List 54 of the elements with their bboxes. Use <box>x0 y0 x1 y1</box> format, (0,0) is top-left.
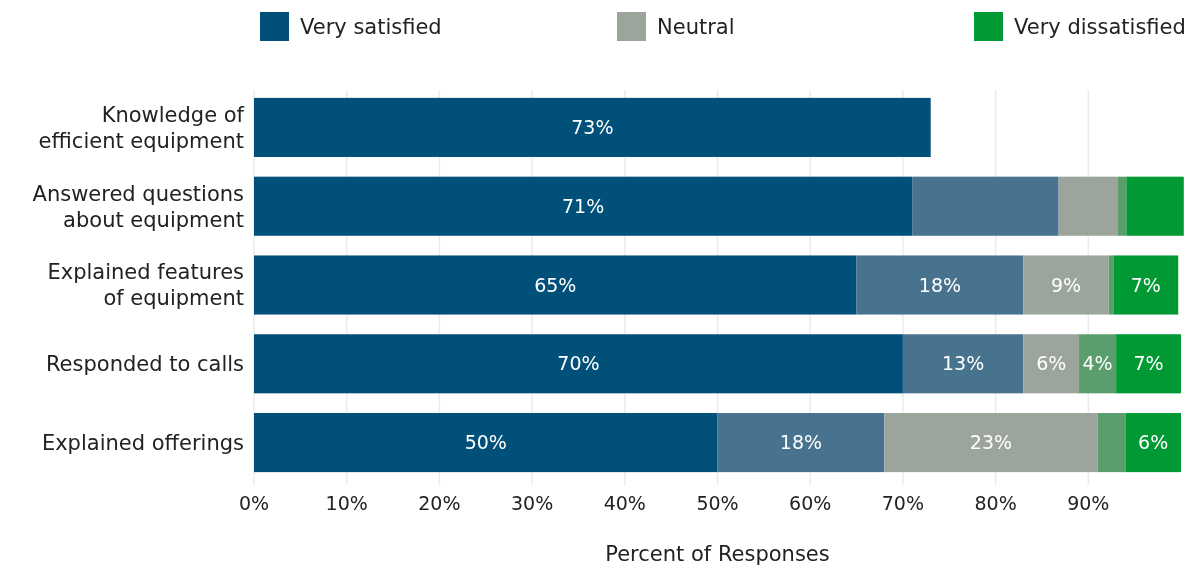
bar <box>254 255 857 315</box>
x-tick-label: 60% <box>789 492 832 514</box>
data-label: 71% <box>561 194 605 217</box>
data-label: 18% <box>779 431 823 454</box>
data-label: 50% <box>464 431 507 454</box>
bar <box>1097 413 1126 473</box>
data-label: 7% <box>1133 352 1164 375</box>
bar <box>1113 255 1179 315</box>
data-label: 9% <box>1050 273 1082 296</box>
bar <box>912 176 1059 236</box>
y-tick-label: Responded to calls <box>45 352 244 377</box>
bar <box>1125 413 1181 473</box>
bar <box>1117 176 1127 236</box>
bar <box>254 97 931 157</box>
data-label: 6% <box>1138 431 1169 454</box>
data-label: 23% <box>969 431 1013 454</box>
bar <box>254 176 913 236</box>
bar <box>1079 334 1117 394</box>
x-axis-title: Percent of Responses <box>605 542 830 566</box>
x-tick-label: 50% <box>696 492 739 514</box>
x-tick-label: 0% <box>238 492 270 514</box>
bar <box>1023 334 1080 394</box>
x-tick-label: 70% <box>881 492 925 514</box>
legend-label: Very dissatisfied <box>1014 15 1184 40</box>
bar <box>1126 176 1184 236</box>
bar <box>902 334 1024 394</box>
x-tick-label: 90% <box>1067 492 1110 514</box>
bar <box>1058 176 1118 236</box>
data-label: 4% <box>1082 352 1113 375</box>
data-label: 13% <box>942 352 985 375</box>
legend-label: Neutral <box>657 15 735 40</box>
bar <box>856 255 1024 315</box>
x-tick-label: 80% <box>974 492 1017 514</box>
x-tick-label: 40% <box>603 492 646 514</box>
bar <box>717 413 885 473</box>
x-tick-label: 30% <box>510 492 554 514</box>
x-tick-label: 20% <box>418 492 461 514</box>
y-tick-label: Knowledge of efficient equipment <box>38 102 245 153</box>
bar <box>254 413 718 473</box>
data-label: 6% <box>1036 352 1067 375</box>
bar <box>1116 334 1181 394</box>
bar <box>1023 255 1109 315</box>
data-label: 65% <box>534 273 577 296</box>
bar <box>254 334 903 394</box>
data-label: 18% <box>918 273 962 296</box>
data-label: 73% <box>571 116 614 139</box>
data-label: 70% <box>557 352 600 375</box>
legend-label: Very satisfied <box>300 15 442 40</box>
y-tick-label: Explained offerings <box>41 430 244 455</box>
x-tick-label: 10% <box>325 492 368 514</box>
bar <box>884 413 1098 473</box>
y-tick-label: Answered questions about equipment <box>32 181 244 232</box>
y-tick-label: Explained features of equipment <box>47 260 244 311</box>
data-label: 7% <box>1130 273 1161 296</box>
